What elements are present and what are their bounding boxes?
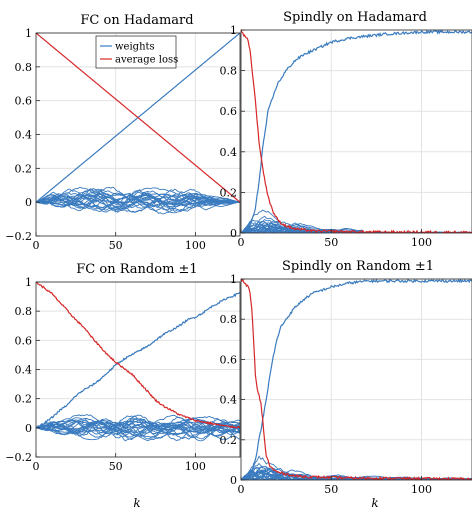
panel-spindly-hadamard: Spindly on Hadamard 0 50 100 0 0.2 0.4 0.6 0.8 1 [220,10,472,249]
y-tick-label: 0 [25,422,32,435]
y-tick-label: 0.2 [220,434,238,447]
y-tick-label: 0.8 [220,65,238,78]
loss-line [241,279,472,480]
weight-line [241,30,472,233]
chart-title: FC on Hadamard [80,13,193,28]
legend-entry: weights [115,42,155,53]
legend-box [95,35,177,69]
x-tick-label: 0 [33,460,40,473]
x-tick-label: 0 [238,483,245,496]
x-tick-label: 50 [109,460,123,473]
weight-line [241,279,472,480]
plot-area [36,282,240,442]
y-tick-label: 0.4 [220,146,238,159]
x-tick-label: 100 [185,239,206,252]
y-tick-label: 0 [230,474,237,487]
x-tick-label: 100 [185,460,206,473]
y-tick-label: 0.2 [220,186,238,199]
chart-title: Spindly on Random ±1 [282,259,434,274]
y-tick-label: 0.8 [220,313,238,326]
y-tick-label: 1 [25,27,32,40]
chart-title: FC on Random ±1 [76,262,197,277]
y-tick-label: 0.4 [15,129,33,142]
x-tick-label: 0 [238,236,245,249]
y-tick-label: 1 [230,24,237,37]
y-tick-label: 0.8 [15,61,33,74]
y-tick-label: 0.2 [15,393,33,406]
y-tick-label: 0.6 [220,105,238,118]
panel-fc-random: FC on Random ±1 k 0 50 100−0.200.20.40.60.… [5,262,241,510]
y-tick-label: 0.8 [15,305,33,318]
weight-trace [36,188,240,213]
chart-title: Spindly on Hadamard [283,10,427,25]
weight-trace [36,420,240,440]
x-axis-label: k [133,496,140,510]
legend: weights average loss [95,35,178,69]
y-tick-label: 1 [25,276,32,289]
y-tick-label: 0.4 [220,394,238,407]
plot-area [241,30,472,233]
x-tick-label: 0 [33,239,40,252]
weight-line [36,291,240,429]
weight-trace [36,188,240,209]
panel-fc-hadamard: FC on Hadamard 0 50 100−0.200.20.40.60.81w… [5,13,241,252]
x-tick-label: 50 [324,483,338,496]
weight-trace [36,418,240,441]
loss-line [36,33,240,203]
loss-line [241,30,472,233]
y-tick-label: −0.2 [5,230,32,243]
loss-line [36,282,240,429]
y-tick-label: 0.6 [15,334,33,347]
x-axis-label: k [371,496,378,510]
plot-area [36,33,240,215]
plot-area [241,279,472,480]
x-tick-label: 50 [109,239,123,252]
y-tick-label: 0 [230,227,237,240]
x-tick-label: 100 [411,236,432,249]
weight-trace [36,423,240,435]
y-tick-label: 0 [25,196,32,209]
weight-trace [36,193,240,205]
axes-box [240,278,472,481]
y-tick-label: −0.2 [5,451,32,464]
x-tick-label: 100 [411,483,432,496]
y-tick-label: 0.2 [15,162,33,175]
y-tick-label: 0.4 [15,364,33,377]
panel-spindly-random: Spindly on Random ±1 k 0 50 100 0 0.2 0.4 0.6 0… [220,259,472,510]
y-tick-label: 1 [230,273,237,286]
weight-trace [36,192,240,209]
y-tick-label: 0.6 [220,353,238,366]
legend-entry: average loss [115,55,178,66]
axes-box [240,29,472,234]
y-tick-label: 0.6 [15,95,33,108]
x-tick-label: 50 [324,236,338,249]
